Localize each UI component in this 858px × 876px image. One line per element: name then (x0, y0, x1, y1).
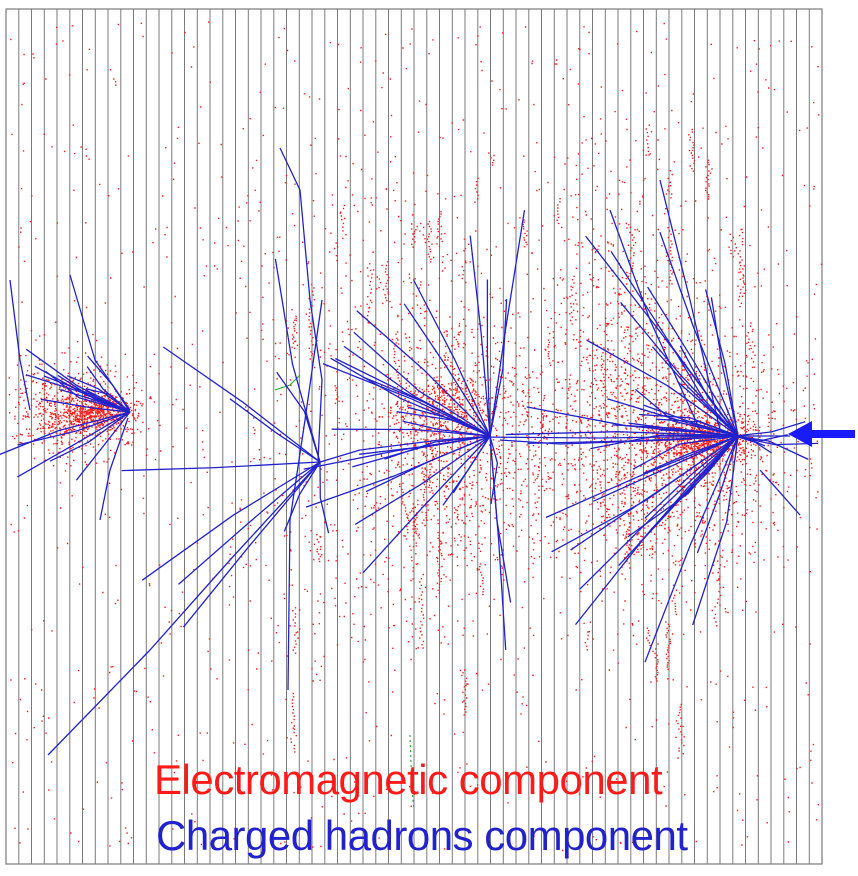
hadron-track (353, 331, 491, 437)
hadron-track (592, 435, 739, 502)
hadron-track (579, 435, 739, 590)
hadron-track (692, 435, 739, 626)
hadron-track (330, 357, 491, 437)
hadron-track (673, 349, 739, 437)
hadron-track (49, 411, 131, 462)
hadron-track (43, 375, 131, 413)
hadron-track (354, 435, 491, 525)
hadron-track (47, 461, 321, 756)
hadron-track (610, 250, 739, 437)
hadron-track (99, 417, 129, 521)
hadron-track (489, 435, 499, 505)
hadron-track (45, 370, 131, 413)
hadron-track (551, 435, 739, 553)
hadron-track (586, 339, 739, 437)
hadron-track (9, 279, 31, 411)
hadron-track (75, 411, 131, 481)
hadron-track (639, 413, 739, 437)
hadron-track (489, 299, 508, 437)
hadron-track (283, 461, 321, 532)
charged-hadron-tracks (0, 147, 819, 756)
hadron-track (632, 435, 739, 470)
hadron-track (229, 398, 321, 463)
hadron-track (647, 286, 739, 437)
hadron-track (352, 435, 491, 468)
hadron-track (759, 469, 801, 516)
hadron-track (178, 461, 321, 585)
hadron-track (331, 428, 491, 437)
hadron-track (618, 435, 739, 567)
hadron-track (696, 435, 739, 554)
hadron-track (489, 435, 507, 650)
hadron-track (644, 435, 739, 663)
hadron-track (651, 346, 739, 437)
hadron-track (659, 231, 739, 437)
hadron-track (356, 310, 491, 437)
hadron-track (734, 421, 806, 437)
hadron-track (17, 411, 131, 478)
hadron-track (545, 435, 739, 519)
hadron-track (162, 346, 321, 463)
hadron-track (505, 431, 739, 437)
hadron-track (121, 461, 321, 472)
hadron-track (182, 461, 321, 628)
hadron-track (287, 299, 323, 691)
hadron-track (607, 398, 739, 437)
hadron-track (365, 435, 491, 493)
hadron-legend-label: Charged hadrons component (156, 812, 688, 859)
hadron-track (659, 179, 721, 431)
hadron-track (384, 435, 491, 460)
hadron-track (734, 435, 809, 460)
hadron-track (469, 235, 491, 437)
hadron-track (704, 289, 739, 437)
hadron-track (489, 435, 512, 603)
hadron-track (85, 388, 131, 413)
hadron-track (609, 209, 701, 431)
hadron-track (141, 461, 321, 581)
hadron-track (40, 398, 131, 413)
hadron-track (638, 435, 739, 545)
secondary-tracks (274, 374, 415, 811)
hadron-track (279, 147, 323, 461)
hadron-track (526, 406, 739, 437)
hadron-track (305, 435, 491, 508)
hadron-track (489, 209, 526, 437)
hadron-track (486, 279, 491, 437)
hadron-track (303, 435, 491, 470)
hadron-track (644, 435, 739, 519)
secondary-track (409, 734, 415, 811)
hadron-track (734, 435, 766, 447)
hadron-track (66, 375, 131, 413)
hadron-track (69, 274, 131, 411)
hadron-track (412, 279, 491, 437)
hadron-track (403, 303, 491, 437)
hadron-track (319, 461, 330, 534)
hadron-track (402, 420, 491, 437)
hadron-track (634, 388, 739, 437)
left-arrow-icon (788, 421, 855, 447)
hadron-track (25, 348, 131, 413)
hadron-track (322, 362, 491, 437)
hadron-track (710, 297, 739, 437)
hadron-track (527, 435, 739, 445)
beam-direction-arrow (788, 421, 855, 447)
hadron-track (590, 434, 739, 450)
hadron-track (335, 357, 491, 437)
hadron-track (642, 435, 739, 475)
hadron-track (677, 381, 739, 437)
hadron-track (442, 435, 491, 506)
hadron-track (362, 435, 491, 574)
hadron-track (17, 411, 131, 446)
hadron-track (57, 374, 131, 413)
hadron-track (274, 258, 321, 463)
electromagnetic-legend-label: Electromagnetic component (154, 756, 663, 803)
hadron-track (0, 411, 131, 456)
